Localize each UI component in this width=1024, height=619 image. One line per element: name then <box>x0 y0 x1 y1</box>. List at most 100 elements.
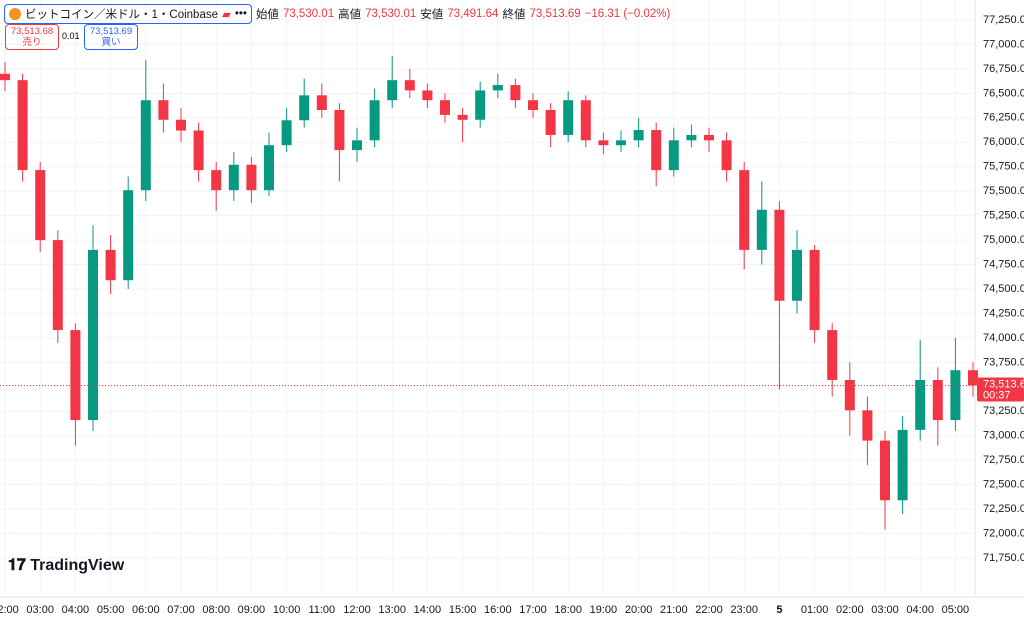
change: −16.31 (−0.02%) <box>584 8 671 20</box>
y-tick-label: 75,500.00 <box>983 185 1024 197</box>
y-tick-label: 73,250.00 <box>983 405 1024 417</box>
open-label: 始値 <box>255 9 279 21</box>
x-tick-label: 23:00 <box>730 604 758 616</box>
x-tick-label: 10:00 <box>273 604 301 616</box>
x-tick-label: 08:00 <box>202 604 230 616</box>
y-tick-label: 77,000.00 <box>983 38 1024 50</box>
candle-body <box>739 170 750 250</box>
x-tick-label: 13:00 <box>378 604 406 616</box>
candle-body <box>862 410 873 441</box>
buy-price: 73,513.69 <box>89 26 133 37</box>
y-tick-label: 74,000.00 <box>983 332 1024 344</box>
candle-body <box>792 249 802 301</box>
x-tick-label: 07:00 <box>167 604 195 616</box>
candle-body <box>616 140 626 146</box>
candle-body <box>70 330 81 421</box>
x-tick-label: 03:00 <box>26 604 54 616</box>
candle-body <box>563 100 574 135</box>
candle-body <box>17 80 28 171</box>
last-price-box <box>977 377 1024 402</box>
candle-body <box>0 73 10 81</box>
y-tick-label: 74,250.00 <box>983 307 1024 319</box>
symbol-box[interactable]: ビットコイン／米ドル・1・Coinbase ▰ ••• <box>4 4 252 24</box>
x-tick-label: 19:00 <box>590 604 618 616</box>
y-tick-label: 76,250.00 <box>983 112 1024 124</box>
x-tick-label: 18:00 <box>554 604 582 616</box>
more[interactable]: ••• <box>234 8 247 20</box>
close-value: 73,513.69 <box>529 8 581 20</box>
x-tick-label: 05:00 <box>942 604 970 616</box>
candle-body <box>545 109 556 135</box>
y-tick-label: 72,250.00 <box>983 503 1024 515</box>
low-label: 安値 <box>420 9 444 21</box>
y-tick-label: 76,000.00 <box>983 136 1024 148</box>
candle-body <box>492 85 503 91</box>
y-tick-label: 73,750.00 <box>983 356 1024 368</box>
y-tick-label: 76,750.00 <box>983 63 1024 75</box>
x-tick-label: 21:00 <box>660 604 688 616</box>
x-tick-label: 01:00 <box>801 604 829 616</box>
candle-body <box>422 90 433 101</box>
y-tick-label: 75,250.00 <box>983 210 1024 222</box>
x-tick-label: 03:00 <box>871 604 899 616</box>
candle-body <box>651 130 662 171</box>
countdown: 00:37 <box>983 389 1011 401</box>
candle-body <box>211 170 222 191</box>
x-tick-label: 04:00 <box>906 604 934 616</box>
candle-body <box>598 140 609 146</box>
x-tick-label: 22:00 <box>695 604 723 616</box>
candle-body <box>334 109 345 151</box>
buy-button[interactable]: 73,513.69 買い <box>84 24 138 50</box>
logo: 𝟏𝟕 TradingView <box>8 557 124 575</box>
candle-body <box>968 370 978 386</box>
candle-body <box>123 190 134 281</box>
candle-body <box>774 209 785 301</box>
x-tick-label: 20:00 <box>625 604 653 616</box>
y-tick-label: 74,750.00 <box>983 258 1024 270</box>
candle-body <box>475 90 486 120</box>
candle-body <box>528 100 538 110</box>
x-tick-label: 02:00 <box>836 604 864 616</box>
symbol: ビットコイン／米ドル・1・Coinbase <box>25 9 218 21</box>
flag: ▰ <box>221 9 231 21</box>
y-tick-label: 75,750.00 <box>983 161 1024 173</box>
last-price-label: 73,513.69 <box>983 378 1024 390</box>
candle-body <box>668 140 679 171</box>
y-tick-label: 77,250.00 <box>983 14 1024 26</box>
candle-body <box>281 120 292 146</box>
candle-body <box>369 100 380 141</box>
y-tick-label: 76,500.00 <box>983 87 1024 99</box>
x-tick-label: 16:00 <box>484 604 512 616</box>
candle-body <box>721 140 732 171</box>
candle-body <box>264 145 274 191</box>
candle-body <box>193 130 204 171</box>
x-tick-label: 12:00 <box>343 604 371 616</box>
x-tick-label: 04:00 <box>62 604 90 616</box>
candle-body <box>510 85 521 101</box>
candle-body <box>35 170 46 241</box>
high-value: 73,530.01 <box>365 8 417 20</box>
y-tick-label: 72,750.00 <box>983 454 1024 466</box>
open-value: 73,530.01 <box>282 8 335 20</box>
close-label: 終値 <box>502 9 526 21</box>
candle-body <box>580 100 591 141</box>
x-tick-label: 5 <box>776 604 782 616</box>
sell-button[interactable]: 73,513.68 売り <box>5 24 59 50</box>
high-label: 高値 <box>338 9 362 21</box>
candle-body <box>316 95 327 110</box>
candle-body <box>299 95 310 121</box>
candle-body <box>897 429 908 501</box>
candle-body <box>756 209 767 250</box>
y-tick-label: 74,500.00 <box>983 283 1024 295</box>
x-tick-label: 14:00 <box>414 604 442 616</box>
x-tick-label: 06:00 <box>132 604 160 616</box>
candle-body <box>52 240 63 331</box>
candle-body <box>228 164 239 191</box>
candle-body <box>809 249 820 331</box>
x-tick-label: 02:00 <box>0 604 19 616</box>
sell-label: 売り <box>22 37 42 48</box>
candle-body <box>404 80 415 91</box>
candle-body <box>246 164 257 191</box>
